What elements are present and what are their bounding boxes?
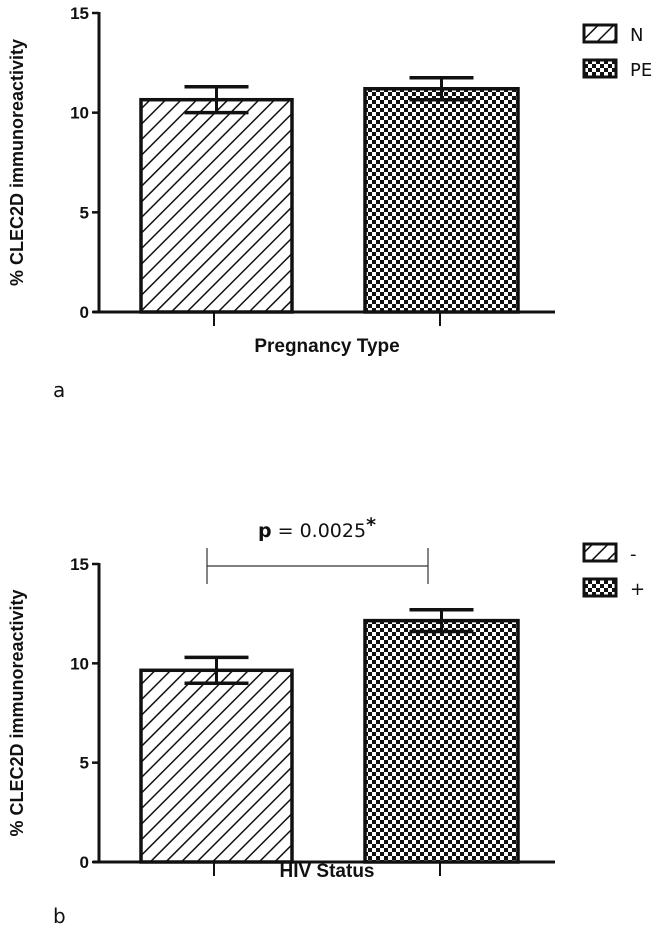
chart-panel-b: 0 5 10 15 % CLEC2D immunoreactivity HIV Statu… bbox=[7, 514, 645, 928]
legend-label-1: + bbox=[630, 579, 645, 600]
y-tick-label: 10 bbox=[70, 654, 89, 673]
y-tick-label: 0 bbox=[80, 853, 89, 872]
panel-label: b bbox=[53, 904, 66, 928]
legend-label-0: N bbox=[630, 25, 643, 46]
bar-1 bbox=[363, 86, 520, 314]
y-axis-label: % CLEC2D immunoreactivity bbox=[7, 589, 27, 836]
legend-swatch-0 bbox=[582, 23, 618, 44]
x-axis-label: HIV Status bbox=[279, 861, 374, 882]
legend-swatch-1 bbox=[582, 577, 618, 598]
y-tick-label: 5 bbox=[80, 203, 89, 222]
y-tick-label: 10 bbox=[70, 104, 89, 123]
x-axis-label: Pregnancy Type bbox=[254, 336, 399, 357]
p-label: p bbox=[258, 520, 272, 542]
bar-0 bbox=[139, 97, 294, 314]
y-tick-label: 5 bbox=[80, 754, 89, 773]
legend-label-1: PE bbox=[630, 60, 652, 81]
legend-swatch-0 bbox=[582, 542, 618, 563]
chart-panel-a: 0 5 10 15 % CLEC2D immunoreactivity Pregnancy… bbox=[7, 4, 652, 402]
y-tick-label: 15 bbox=[70, 555, 89, 574]
panel-label: a bbox=[53, 378, 65, 402]
bar-1 bbox=[363, 618, 520, 864]
y-tick-label: 15 bbox=[70, 4, 89, 23]
y-tick-label: 0 bbox=[80, 303, 89, 322]
p-value-annotation: p = 0.0025* bbox=[258, 514, 376, 542]
p-value-text: = 0.0025 bbox=[272, 520, 366, 542]
significance-star: * bbox=[366, 514, 376, 536]
bar-0 bbox=[139, 668, 294, 864]
legend-label-0: - bbox=[630, 544, 637, 565]
legend-swatch-1 bbox=[582, 58, 618, 79]
y-axis-label: % CLEC2D immunoreactivity bbox=[7, 39, 27, 286]
